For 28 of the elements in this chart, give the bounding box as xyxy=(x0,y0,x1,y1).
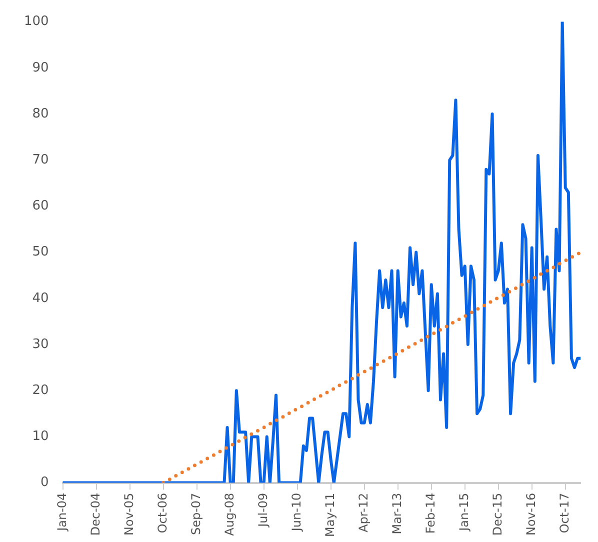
y-tick-label: 0 xyxy=(40,475,49,490)
x-tick-label: Aug-08 xyxy=(222,492,236,536)
x-tick-label: May-11 xyxy=(322,492,337,538)
y-tick-label: 20 xyxy=(32,382,49,398)
y-tick-label: 30 xyxy=(32,336,49,352)
x-tick-label: Jun-10 xyxy=(289,492,304,532)
x-tick-label: Dec-15 xyxy=(490,492,504,536)
x-tick-label: Mar-13 xyxy=(390,492,404,534)
y-tick-label: 10 xyxy=(32,429,49,444)
x-tick-label: Jan-15 xyxy=(456,492,471,532)
y-tick-label: 40 xyxy=(32,290,49,306)
y-tick-label: 80 xyxy=(32,106,49,122)
x-tick-label: Apr-12 xyxy=(356,492,370,532)
y-tick-label: 60 xyxy=(32,198,49,214)
line-series xyxy=(162,250,582,483)
x-tick-label: Jul-09 xyxy=(256,492,270,528)
y-tick-label: 90 xyxy=(32,60,49,76)
y-tick-label: 70 xyxy=(32,152,49,168)
x-tick-label: Feb-14 xyxy=(423,492,438,534)
x-tick-label: Sep-07 xyxy=(188,492,203,536)
x-tick-label: Oct-06 xyxy=(155,492,170,534)
x-tick-label: Nov-05 xyxy=(122,492,136,536)
y-tick-label: 50 xyxy=(32,244,49,260)
y-tick-label: 100 xyxy=(24,14,49,30)
x-tick-label: Oct-17 xyxy=(557,492,572,534)
x-tick-label: Jan-04 xyxy=(54,492,69,532)
x-tick-label: Dec-04 xyxy=(88,492,102,536)
x-tick-label: Nov-16 xyxy=(524,492,538,536)
